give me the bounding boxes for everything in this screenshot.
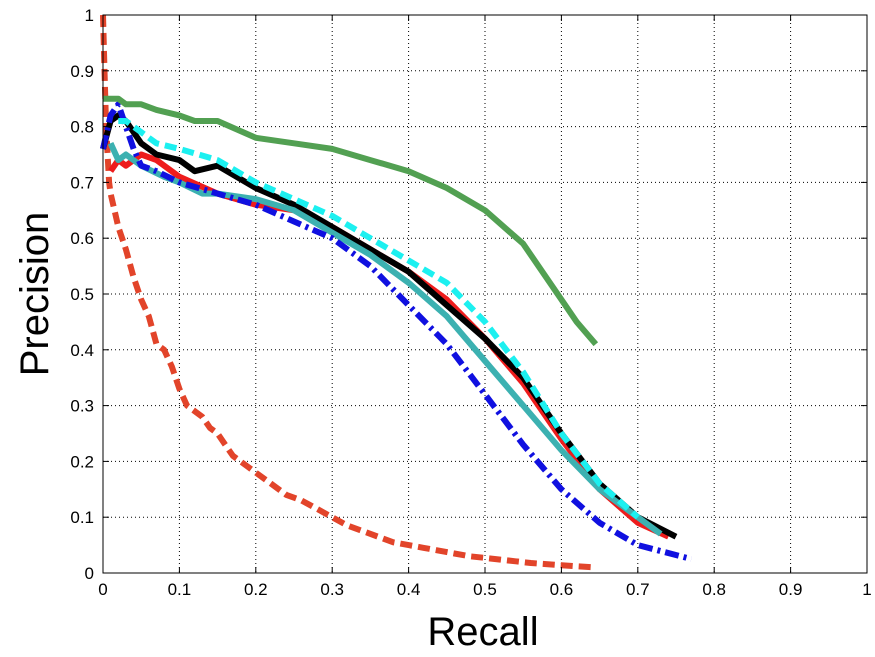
series-lines: [100, 14, 693, 571]
y-tick-label: 0: [85, 564, 94, 583]
x-tick-label: 0.2: [244, 580, 268, 599]
x-tick-label: 1: [862, 580, 871, 599]
axis-ticks: [102, 14, 868, 574]
y-tick-label: 0.3: [70, 397, 94, 416]
x-tick-label: 0.8: [702, 580, 726, 599]
series-line-6: [118, 118, 640, 520]
x-tick-label: 0.1: [168, 580, 192, 599]
series-line-5: [100, 101, 693, 562]
plot-frame: [102, 14, 868, 574]
x-tick-label: 0.3: [320, 580, 344, 599]
x-axis-label: Recall: [427, 610, 538, 654]
y-tick-label: 0.4: [70, 341, 94, 360]
series-line-1: [100, 14, 596, 571]
x-tick-label: 0.4: [397, 580, 421, 599]
grid-lines: [103, 15, 867, 573]
series-line-2: [108, 151, 670, 540]
series-line-4: [107, 142, 663, 537]
y-tick-label: 0.6: [70, 229, 94, 248]
y-tick-label: 0.8: [70, 118, 94, 137]
y-tick-label: 0.9: [70, 62, 94, 81]
x-tick-labels: 0 0.1 0.2 0.3 0.4 0.5 0.6 0.7 0.8 0.9 1: [98, 580, 871, 599]
y-tick-label: 0.5: [70, 285, 94, 304]
y-tick-label: 0.2: [70, 452, 94, 471]
x-tick-label: 0.9: [779, 580, 803, 599]
x-tick-label: 0.6: [550, 580, 574, 599]
series-line-3: [100, 112, 678, 540]
y-axis-label: Precision: [13, 212, 57, 377]
series-line-7: [103, 95, 599, 347]
x-tick-label: 0: [98, 580, 107, 599]
y-tick-labels: 0 0.1 0.2 0.3 0.4 0.5 0.6 0.7 0.8 0.9 1: [70, 6, 94, 583]
x-tick-label: 0.7: [626, 580, 650, 599]
y-tick-label: 0.7: [70, 173, 94, 192]
y-tick-label: 0.1: [70, 508, 94, 527]
x-tick-label: 0.5: [473, 580, 497, 599]
y-tick-label: 1: [85, 6, 94, 25]
